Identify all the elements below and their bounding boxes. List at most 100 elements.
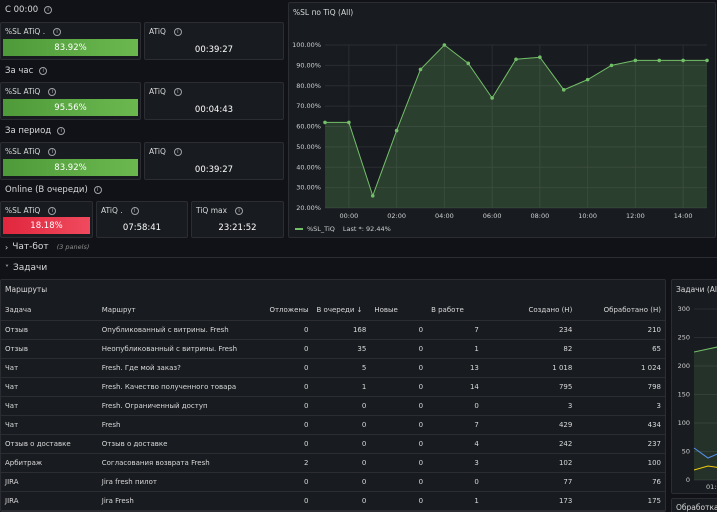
stat-title: TiQ max <box>196 206 228 215</box>
table-row[interactable]: Чат Fresh. Качество полученного товара 0 1 0… <box>1 377 665 397</box>
column-header[interactable]: Маршрут <box>97 301 258 321</box>
series-point[interactable] <box>323 120 327 125</box>
row-chatbot-label: Чат-бот <box>12 242 49 252</box>
series-point[interactable] <box>370 193 375 198</box>
table-cell: Чат <box>1 377 98 397</box>
series-point[interactable] <box>466 61 471 66</box>
column-header[interactable]: Создано (Н) <box>482 301 577 321</box>
section-online: Online (В очереди) i <box>5 185 102 195</box>
info-icon[interactable]: i <box>235 206 244 215</box>
stat-hour-sl[interactable]: %SL ATiQ i 95.56% <box>0 82 141 120</box>
series-point[interactable] <box>561 88 566 92</box>
table-cell: 0 <box>312 396 371 416</box>
table-row[interactable]: Чат Fresh. Ограниченный доступ 0 0 0 0 3 3 <box>1 396 665 416</box>
column-header[interactable]: Обработано (Н) <box>576 301 665 321</box>
table-row[interactable]: Отзыв Опубликованный с витрины. Fresh 0 168… <box>1 320 665 340</box>
table-cell: 1 018 <box>482 358 577 378</box>
info-icon[interactable]: i <box>39 67 48 75</box>
stat-c0000-atiq[interactable]: ATiQ i 00:39:27 <box>144 22 284 60</box>
table-cell: 0 <box>312 415 371 435</box>
series-point[interactable] <box>633 58 638 63</box>
side-series-line <box>693 465 717 471</box>
info-icon[interactable]: i <box>48 147 57 156</box>
section-c0000-label: С 00:00 <box>5 5 39 15</box>
table-row[interactable]: JIRA Jira Fresh 0 0 0 1 173 175 <box>1 491 665 511</box>
table-cell: 100 <box>576 453 665 473</box>
table-row[interactable]: JIRA Jira fresh пилот 0 0 0 0 77 76 <box>1 472 665 492</box>
series-point[interactable] <box>347 120 351 125</box>
sl-chart-panel[interactable]: %SL по TiQ (All) 20.00% 30.00% 40.00% 50.00… <box>288 2 716 238</box>
series-point[interactable] <box>705 58 709 63</box>
y-tick-label: 30.00% <box>296 184 321 192</box>
column-header[interactable]: Отложены <box>257 301 313 321</box>
info-icon[interactable]: i <box>130 206 139 215</box>
series-point[interactable] <box>514 57 518 62</box>
table-cell: 173 <box>482 491 577 511</box>
info-icon[interactable]: i <box>53 27 62 36</box>
stat-online-sl[interactable]: %SL ATiQ i 18.18% <box>0 201 93 238</box>
table-row[interactable]: Чат Fresh. Где мой заказ? 0 5 0 13 1 018 1 024 <box>1 358 665 378</box>
series-point[interactable] <box>681 58 685 63</box>
stat-period-atiq[interactable]: ATiQ i 00:39:27 <box>144 142 284 180</box>
row-chatbot[interactable]: › Чат-бот (3 panels) <box>5 242 89 252</box>
stat-period-sl[interactable]: %SL ATiQ i 83.92% <box>0 142 141 180</box>
processing-panel[interactable]: Обработка <box>671 498 717 512</box>
stat-value: 83.92% <box>3 159 138 176</box>
series-point[interactable] <box>609 63 614 68</box>
sl-chart[interactable]: 20.00% 30.00% 40.00% 50.00% 60.00% 70.00% 80.0… <box>289 3 715 237</box>
info-icon[interactable]: i <box>173 147 182 156</box>
stat-online-atiq[interactable]: ATiQ . i 07:58:41 <box>96 201 188 238</box>
info-icon[interactable]: i <box>44 6 53 14</box>
series-point[interactable] <box>538 55 542 60</box>
series-point[interactable] <box>418 67 423 72</box>
tasks-all-panel[interactable]: Задачи (All 300 250 200 150 100 50 0 01:0 <box>671 279 717 494</box>
column-header[interactable]: Новые <box>370 301 428 321</box>
column-header[interactable]: Задача <box>1 301 98 321</box>
series-point[interactable] <box>585 77 590 82</box>
y-tick-label: 70.00% <box>296 102 321 110</box>
series-point[interactable] <box>490 96 494 100</box>
stat-online-tiqmax[interactable]: TiQ max i 23:21:52 <box>191 201 284 238</box>
stat-c0000-sl[interactable]: %SL ATiQ . i 83.92% <box>0 22 141 60</box>
table-cell: Арбитраж <box>1 453 98 473</box>
routes-panel[interactable]: Маршруты Задача Маршрут Отложены В очереди … <box>0 279 666 512</box>
x-tick-label: 10:00 <box>578 212 597 220</box>
series-point[interactable] <box>394 128 399 133</box>
column-header[interactable]: В работе <box>427 301 483 321</box>
info-icon[interactable]: i <box>48 87 57 96</box>
info-icon[interactable]: i <box>173 87 182 96</box>
series-point[interactable] <box>657 58 662 63</box>
info-icon[interactable]: i <box>93 186 102 194</box>
routes-body: Отзыв Опубликованный с витрины. Fresh 0 168… <box>1 320 665 511</box>
stat-value: 83.92% <box>3 39 138 56</box>
table-cell: 237 <box>576 434 665 454</box>
table-cell: 798 <box>576 377 665 397</box>
table-cell: 429 <box>482 415 577 435</box>
row-tasks[interactable]: ˅ Задачи <box>5 263 47 273</box>
info-icon[interactable]: i <box>48 206 57 215</box>
table-cell: 14 <box>427 377 483 397</box>
chevron-down-icon: ˅ <box>5 263 9 273</box>
stat-hour-atiq[interactable]: ATiQ i 00:04:43 <box>144 82 284 120</box>
tasks-all-chart[interactable]: 300 250 200 150 100 50 0 01:0 <box>672 280 717 494</box>
table-cell: 210 <box>576 320 665 340</box>
column-header[interactable]: В очереди ↓ <box>312 301 371 321</box>
table-cell: 7 <box>427 320 483 340</box>
table-cell: Отзыв о доставке <box>1 434 98 454</box>
info-icon[interactable]: i <box>173 27 182 36</box>
side-series-area <box>694 347 717 480</box>
y-tick-label: 80.00% <box>296 82 321 90</box>
table-row[interactable]: Отзыв Неопубликованный с витрины. Fresh 0 3… <box>1 339 665 359</box>
stat-value: 00:39:27 <box>194 45 234 55</box>
table-cell: 795 <box>482 377 577 397</box>
chart-legend[interactable]: %SL_TiQ Last *: 92.44% <box>295 225 391 233</box>
stat-title: ATiQ . <box>101 206 123 215</box>
series-point[interactable] <box>442 43 447 47</box>
info-icon[interactable]: i <box>57 127 66 135</box>
table-cell: 0 <box>312 491 371 511</box>
table-row[interactable]: Чат Fresh 0 0 0 7 429 434 <box>1 415 665 435</box>
section-hour: За час i <box>5 66 48 76</box>
side-series-line <box>693 346 717 353</box>
table-row[interactable]: Арбитраж Согласования возврата Fresh 2 0 0 3 1… <box>1 453 665 473</box>
table-row[interactable]: Отзыв о доставке Отзыв о доставке 0 0 0 4 242 2… <box>1 434 665 454</box>
